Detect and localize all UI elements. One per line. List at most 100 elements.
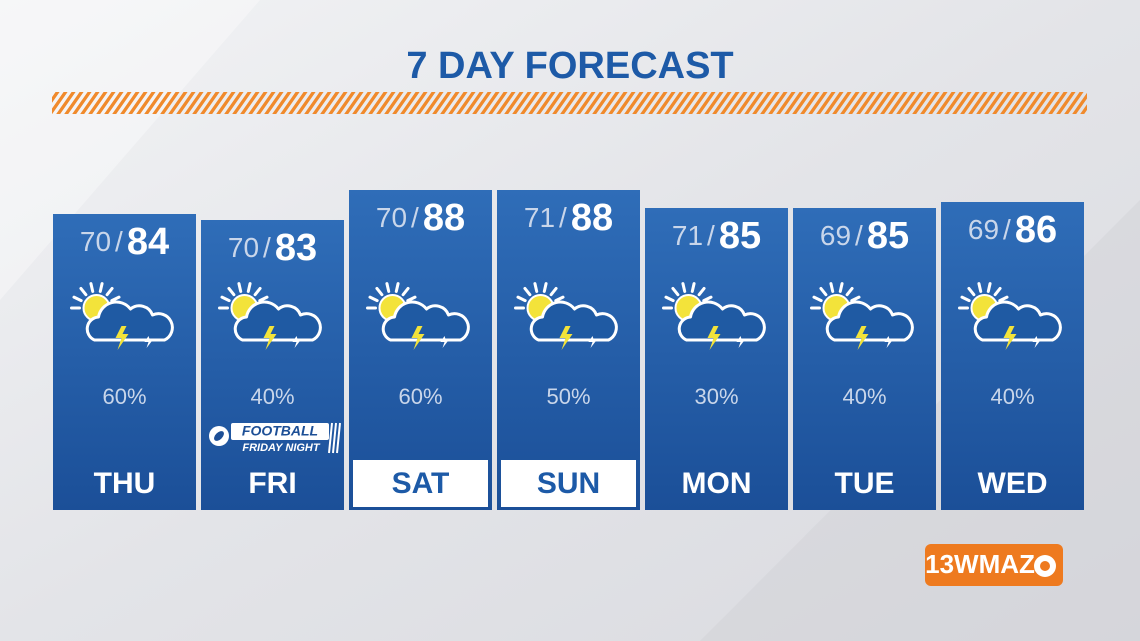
lightning: [440, 336, 450, 348]
precip-chance: 50%: [546, 384, 590, 409]
title-underline: [52, 92, 1087, 114]
sun-ray: [681, 282, 687, 293]
football-badge: FOOTBALL FRIDAY NIGHT: [209, 422, 341, 454]
sun-ray: [702, 295, 713, 303]
high-temp: 83: [275, 227, 317, 269]
column-bar: [645, 208, 788, 510]
sun-ray: [237, 282, 243, 293]
day-column: 70/84 60% THU: [53, 214, 196, 510]
cloud: [825, 300, 914, 342]
day-label: FRI: [248, 467, 296, 500]
sun-ray: [977, 282, 983, 293]
sun-ray: [105, 286, 114, 297]
sun-ray: [993, 286, 1002, 297]
column-bar: [201, 220, 344, 510]
cloud: [85, 300, 174, 342]
temps: 70/83: [228, 227, 317, 269]
temps: 71/85: [672, 215, 761, 257]
separator: /: [559, 202, 567, 233]
sun-ray: [819, 286, 828, 297]
sun-ray: [523, 286, 532, 297]
sun-ray: [220, 295, 231, 303]
high-temp: 86: [1015, 209, 1057, 251]
lightning: [1003, 326, 1017, 350]
badge-stripe: [336, 422, 341, 454]
sun-ray: [375, 286, 384, 297]
precip-chance: 40%: [250, 384, 294, 409]
cloud: [233, 300, 322, 342]
title: 7 DAY FORECAST: [406, 45, 733, 87]
sun-ray: [89, 282, 95, 293]
column-bar: [941, 202, 1084, 510]
day-label: THU: [94, 467, 156, 500]
sun-ray: [110, 295, 121, 303]
temps: 70/84: [80, 221, 169, 263]
precip-chance: 60%: [102, 384, 146, 409]
high-temp: 85: [867, 215, 909, 257]
temps: 70/88: [376, 197, 465, 239]
lightning: [1032, 336, 1042, 348]
day-highlight: [353, 460, 488, 507]
lightning: [884, 336, 894, 348]
separator: /: [707, 220, 715, 251]
sun-ray: [664, 295, 675, 303]
logo-eye-pupil: [1040, 561, 1050, 571]
sun-ray: [385, 282, 391, 293]
day-label: SAT: [392, 467, 450, 500]
logo-text: 13WMAZ: [925, 549, 1035, 579]
sun-ray: [812, 295, 823, 303]
sun-ray: [253, 286, 262, 297]
day-label: MON: [682, 467, 752, 500]
cloud: [381, 300, 470, 342]
lightning: [411, 326, 425, 350]
low-temp: 69: [968, 214, 999, 245]
sun-ray: [998, 295, 1009, 303]
column-bar: [793, 208, 936, 510]
sun-ray: [845, 286, 854, 297]
day-label: TUE: [835, 467, 895, 500]
day-column: 69/85 40% TUE: [793, 208, 936, 510]
sun-ray: [72, 295, 83, 303]
separator: /: [263, 232, 271, 263]
sun-ray: [960, 295, 971, 303]
lightning: [707, 326, 721, 350]
sun-ray: [98, 282, 104, 293]
sun-ray: [542, 282, 548, 293]
sun-ray: [533, 282, 539, 293]
column-bar: [497, 190, 640, 510]
badge-stripe: [328, 422, 333, 454]
sun-ray: [368, 295, 379, 303]
sun-ray: [829, 282, 835, 293]
sun-ray: [258, 295, 269, 303]
low-temp: 70: [228, 232, 259, 263]
temps: 69/86: [968, 209, 1057, 251]
sun-ray: [516, 295, 527, 303]
cloud: [529, 300, 618, 342]
high-temp: 85: [719, 215, 761, 257]
sun-ray: [690, 282, 696, 293]
low-temp: 69: [820, 220, 851, 251]
sun-ray: [671, 286, 680, 297]
low-temp: 70: [376, 202, 407, 233]
precip-chance: 30%: [694, 384, 738, 409]
badge-box: [231, 423, 329, 440]
high-temp: 88: [423, 197, 465, 239]
logo-box: [925, 544, 1063, 586]
sun-ray: [986, 282, 992, 293]
badge-line2: FRIDAY NIGHT: [242, 442, 320, 454]
lightning: [263, 326, 277, 350]
low-temp: 71: [524, 202, 555, 233]
temps: 69/85: [820, 215, 909, 257]
precip-chance: 40%: [842, 384, 886, 409]
lightning: [588, 336, 598, 348]
lightning: [115, 326, 129, 350]
sun-ray: [838, 282, 844, 293]
temps: 71/88: [524, 197, 613, 239]
logo: 13WMAZ: [925, 544, 1063, 586]
separator: /: [855, 220, 863, 251]
day-highlight: [501, 460, 636, 507]
badge-stripe: [332, 422, 337, 454]
sun-ray: [227, 286, 236, 297]
sun-ray: [967, 286, 976, 297]
day-column: 70/88 60% SAT: [349, 190, 492, 510]
